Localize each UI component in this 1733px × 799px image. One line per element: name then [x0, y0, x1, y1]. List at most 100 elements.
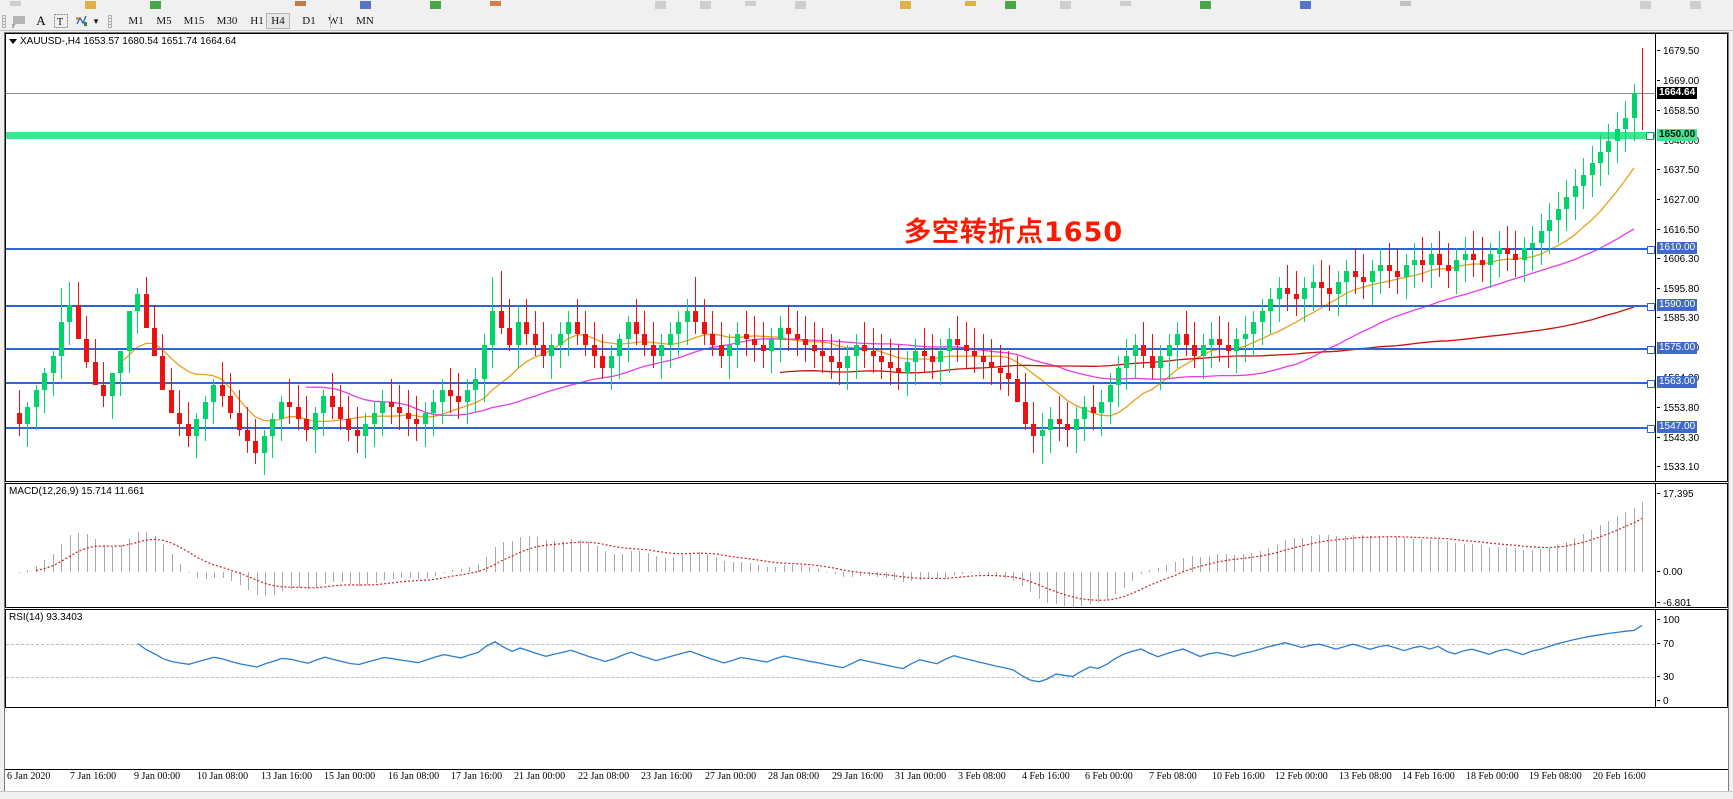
- macd-histogram-bar: [180, 563, 181, 573]
- toolbar-icon-16[interactable]: [1200, 1, 1211, 9]
- candle-body: [507, 327, 512, 345]
- macd-histogram-bar: [733, 562, 734, 573]
- timeframe-button-m30[interactable]: M30: [216, 15, 238, 27]
- candle-body: [1031, 424, 1036, 436]
- candle-wick: [213, 378, 214, 425]
- macd-histogram-bar: [1455, 543, 1456, 573]
- toolbar-icon-19[interactable]: [1640, 1, 1651, 9]
- text-box-icon[interactable]: T: [52, 13, 70, 29]
- toolbar-icon-0[interactable]: [10, 1, 21, 6]
- toolbar-grip[interactable]: [2, 15, 6, 28]
- support-resistance-line[interactable]: [6, 347, 1655, 350]
- toolbar-icon-18[interactable]: [1400, 1, 1411, 6]
- candle-body: [516, 322, 521, 345]
- support-resistance-line[interactable]: [6, 427, 1655, 430]
- candle-wick: [467, 378, 468, 425]
- toolbar-icon-6[interactable]: [490, 1, 501, 6]
- level-drag-handle[interactable]: [1647, 425, 1655, 434]
- timeframe-button-h4[interactable]: H4: [266, 13, 290, 29]
- toolbar-icon-3[interactable]: [295, 1, 306, 6]
- candle-body: [1564, 197, 1569, 209]
- timeframe-button-m5[interactable]: M5: [156, 15, 172, 27]
- toolbar-icon-14[interactable]: [1060, 1, 1071, 9]
- toolbar-icon-11[interactable]: [900, 1, 911, 9]
- price-scale[interactable]: 1679.50 1669.00 1658.50 1648.00 1637.50 1627.…: [1655, 34, 1727, 481]
- macd-histogram-bar: [1557, 545, 1558, 573]
- macd-scale[interactable]: 17.395 0.00 -6.801: [1655, 484, 1727, 609]
- toolbar-icon-10[interactable]: [795, 1, 806, 9]
- time-scale[interactable]: 6 Jan 2020 7 Jan 16:00 9 Jan 00:00 10 Jan 0…: [5, 769, 1728, 791]
- level-drag-handle[interactable]: [1647, 379, 1655, 388]
- toolbar-icon-9[interactable]: [745, 1, 756, 6]
- toolbar-icon-12[interactable]: [965, 1, 976, 6]
- timeframe-toolbar-grip[interactable]: [108, 15, 112, 28]
- candle-body: [1454, 259, 1459, 272]
- level-price-tag[interactable]: 1610.00: [1657, 242, 1698, 255]
- candle-body: [34, 390, 39, 408]
- timeframe-button-w1[interactable]: W1: [328, 15, 344, 27]
- level-drag-handle[interactable]: [1647, 345, 1655, 354]
- level-price-tag[interactable]: 1590.00: [1657, 299, 1698, 312]
- toolbar-icon-13[interactable]: [1005, 1, 1016, 9]
- toolbar-icon-20[interactable]: [1690, 1, 1701, 9]
- macd-histogram-bar: [274, 572, 275, 595]
- toolbar-icon-15[interactable]: [1120, 1, 1131, 6]
- timeframe-button-mn[interactable]: MN: [356, 15, 374, 27]
- macd-pane[interactable]: MACD(12,26,9) 15.714 11.661 17.395 0.00 -6…: [5, 483, 1728, 609]
- timeframe-button-d1[interactable]: D1: [302, 15, 316, 27]
- toolbar-icon-5[interactable]: [430, 1, 441, 9]
- macd-histogram-bar: [852, 572, 853, 578]
- alert-level-drag-handle[interactable]: [1646, 131, 1654, 140]
- macd-histogram-bar: [1634, 507, 1635, 573]
- candle-body: [1395, 271, 1400, 277]
- rsi-plot-area[interactable]: [6, 610, 1727, 707]
- candle-body: [346, 418, 351, 430]
- candle-wick: [1414, 242, 1415, 289]
- candle-body: [1311, 282, 1316, 289]
- timeframe-button-h1[interactable]: H1: [250, 15, 264, 27]
- candle-wick: [560, 322, 561, 368]
- macd-plot-area[interactable]: [6, 484, 1727, 607]
- toolbar-icon-8[interactable]: [700, 1, 711, 9]
- alert-level-tag[interactable]: 1650.00: [1657, 128, 1698, 141]
- price-plot-area[interactable]: 多空转折点1650: [6, 34, 1727, 481]
- macd-histogram-bar: [1379, 536, 1380, 573]
- rsi-scale[interactable]: 100 70 30 0: [1655, 610, 1727, 707]
- collapse-arrow-icon[interactable]: [9, 38, 17, 44]
- candle-wick: [628, 316, 629, 362]
- candle-body: [1632, 93, 1637, 118]
- objects-icon[interactable]: [73, 13, 91, 29]
- timeframe-button-m1[interactable]: M1: [128, 15, 144, 27]
- candle-body: [1277, 288, 1282, 300]
- level-drag-handle[interactable]: [1647, 303, 1655, 312]
- text-label-icon[interactable]: A: [36, 13, 46, 28]
- support-resistance-line[interactable]: [6, 381, 1655, 384]
- crosshair-icon[interactable]: F: [10, 13, 30, 29]
- level-price-tag[interactable]: 1563.00: [1657, 375, 1698, 388]
- rsi-pane[interactable]: RSI(14) 93.3403 100 70 30 0: [5, 609, 1728, 708]
- alert-level-line[interactable]: [6, 131, 1655, 139]
- macd-histogram-bar: [393, 572, 394, 579]
- level-price-tag[interactable]: 1547.00: [1657, 421, 1698, 434]
- time-axis-label: 13 Jan 16:00: [261, 771, 313, 782]
- support-resistance-line[interactable]: [6, 305, 1655, 308]
- toolbar-icon-7[interactable]: [655, 1, 666, 9]
- chart-annotation-text[interactable]: 多空转折点1650: [904, 217, 1124, 248]
- level-drag-handle[interactable]: [1647, 246, 1655, 255]
- toolbar-icon-2[interactable]: [150, 1, 161, 9]
- toolbar-icon-17[interactable]: [1300, 1, 1311, 9]
- macd-histogram-bar: [1574, 538, 1575, 573]
- toolbar-icon-4[interactable]: [360, 1, 371, 9]
- macd-histogram-bar: [971, 572, 972, 574]
- toolbar-icon-1[interactable]: [85, 1, 96, 9]
- dropdown-arrow-icon[interactable]: ▾: [93, 15, 99, 26]
- chart-window[interactable]: 多空转折点1650 XAUUSD-,H4 1653.57 1680.54 165…: [4, 32, 1729, 792]
- symbol-header[interactable]: XAUUSD-,H4 1653.57 1680.54 1651.74 1664.…: [9, 36, 236, 47]
- support-resistance-line[interactable]: [6, 248, 1655, 251]
- candle-body: [820, 350, 825, 357]
- timeframe-button-m15[interactable]: M15: [183, 15, 205, 27]
- level-price-tag[interactable]: 1575.00: [1657, 341, 1698, 354]
- macd-histogram-bar: [214, 572, 215, 578]
- price-pane[interactable]: 多空转折点1650 XAUUSD-,H4 1653.57 1680.54 165…: [5, 33, 1728, 482]
- candle-wick: [915, 339, 916, 385]
